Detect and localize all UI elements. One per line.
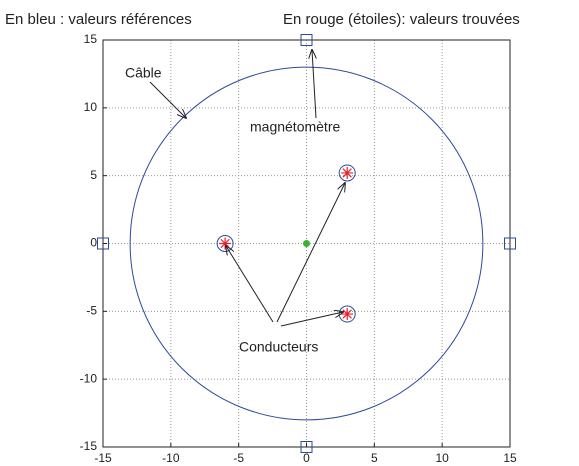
y-tick-label: 0 xyxy=(90,236,97,250)
annotation: Conducteurs xyxy=(239,339,318,355)
found-star xyxy=(219,237,232,250)
found-star xyxy=(341,308,354,321)
y-tick-label: -5 xyxy=(86,304,97,318)
chart-title: En bleu : valeurs références xyxy=(5,11,192,28)
annotation-arrow xyxy=(280,312,343,327)
cable-circle xyxy=(129,66,484,421)
magnetometer xyxy=(504,237,516,250)
y-tick-label: 15 xyxy=(84,32,98,46)
chart-title: En rouge (étoiles): valeurs trouvées xyxy=(283,11,520,28)
annotation-arrow xyxy=(226,246,274,323)
annotation-arrow xyxy=(312,50,316,119)
y-tick-label: 5 xyxy=(90,168,97,182)
magnetometer xyxy=(300,441,313,453)
center-dot xyxy=(303,240,310,247)
annotation-arrow xyxy=(276,183,345,323)
x-tick-label: -5 xyxy=(233,451,244,465)
magnetometer xyxy=(97,237,109,250)
x-tick-label: -10 xyxy=(162,451,180,465)
magnetometer xyxy=(300,34,313,46)
plot-frame xyxy=(102,39,511,448)
annotation-arrow xyxy=(149,81,186,118)
x-tick-label: 5 xyxy=(371,451,378,465)
y-tick-label: -10 xyxy=(80,371,98,385)
x-tick-label: 10 xyxy=(435,451,449,465)
annotation: magnétomètre xyxy=(250,119,340,135)
x-tick-label: 0 xyxy=(303,451,310,465)
conductor xyxy=(338,164,356,182)
annotation: Câble xyxy=(125,65,162,81)
x-tick-label: 15 xyxy=(503,451,517,465)
y-tick-label: -15 xyxy=(80,439,98,453)
found-star xyxy=(341,166,354,179)
x-tick-label: -15 xyxy=(94,451,112,465)
y-tick-label: 10 xyxy=(84,100,98,114)
